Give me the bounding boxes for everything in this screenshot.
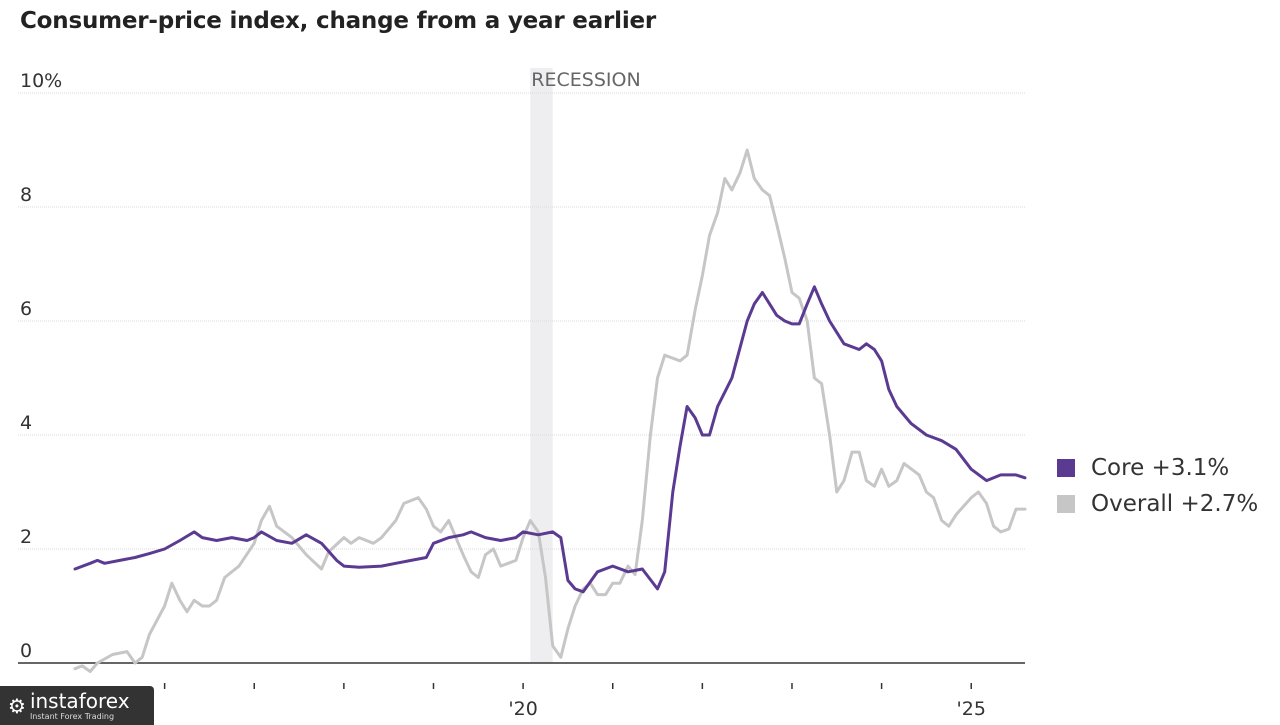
x-tick-label: '20 xyxy=(508,698,537,720)
recession-label: RECESSION xyxy=(531,69,640,91)
y-tick-label: 6 xyxy=(20,298,32,320)
legend-label-core: Core +3.1% xyxy=(1091,455,1230,481)
y-tick-label: 4 xyxy=(20,412,32,434)
y-tick-label: 2 xyxy=(20,526,32,548)
y-tick-label: 8 xyxy=(20,184,32,206)
legend-label-overall: Overall +2.7% xyxy=(1091,491,1259,517)
y-tick-label: 10% xyxy=(20,70,62,92)
legend-item-overall: Overall +2.7% xyxy=(1057,486,1258,522)
watermark-logo: ⚙ instaforex Instant Forex Trading xyxy=(0,686,154,725)
x-tick-label: '25 xyxy=(957,698,986,720)
gear-icon: ⚙ xyxy=(8,693,26,718)
recession-band xyxy=(530,68,553,663)
legend-item-core: Core +3.1% xyxy=(1057,450,1258,486)
recession-band-layer: RECESSION xyxy=(530,68,641,663)
y-tick-label: 0 xyxy=(20,640,32,662)
watermark-tagline: Instant Forex Trading xyxy=(29,711,115,721)
x-axis: '20 '25 xyxy=(18,662,1025,720)
series-lines xyxy=(73,148,1027,673)
chart-title: Consumer-price index, change from a year… xyxy=(20,8,657,34)
y-axis-ticks: 10% 8 6 4 2 0 xyxy=(20,70,62,662)
series-line-core xyxy=(73,285,1027,594)
watermark-brand: instaforex xyxy=(29,688,130,713)
legend-swatch-core xyxy=(1057,459,1075,477)
legend: Core +3.1% Overall +2.7% xyxy=(1057,450,1258,522)
legend-swatch-overall xyxy=(1057,495,1075,513)
gridlines xyxy=(18,92,1025,550)
